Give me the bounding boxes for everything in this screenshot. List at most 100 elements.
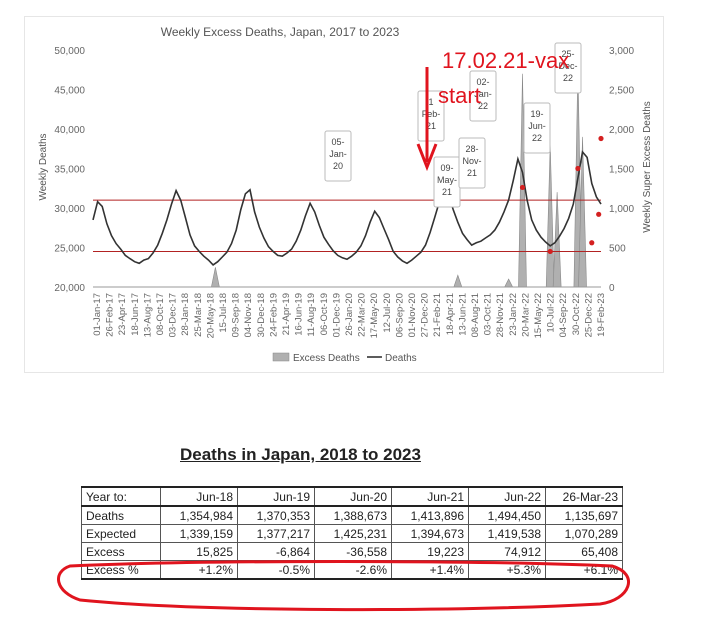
excess-deaths-series bbox=[211, 65, 587, 288]
highlight-dot bbox=[598, 135, 604, 142]
table-row: Deaths 1,354,984 1,370,353 1,388,673 1,4… bbox=[81, 505, 623, 525]
header-cell: 26-Mar-23 bbox=[545, 486, 623, 507]
chart-title: Weekly Excess Deaths, Japan, 2017 to 202… bbox=[161, 25, 400, 39]
y2-tick-label: 1,500 bbox=[609, 165, 634, 176]
table-cell: 65,408 bbox=[545, 542, 623, 561]
annotation-text: 28- bbox=[465, 144, 478, 154]
y-tick-label: 25,000 bbox=[54, 244, 85, 255]
table-cell: -36,558 bbox=[314, 542, 392, 561]
x-axis: 01-Jan-17 26-Feb-17 23-Apr-17 18-Jun-17 13-A… bbox=[92, 293, 607, 338]
x-tick-label: 10-Jul-22 bbox=[546, 293, 557, 333]
x-tick-label: 12-Jul-20 bbox=[382, 293, 393, 333]
x-tick-label: 11-Aug-19 bbox=[306, 293, 317, 337]
legend-swatch-excess bbox=[272, 352, 290, 362]
table-row: Excess 15,825 -6,864 -36,558 19,223 74,9… bbox=[81, 542, 623, 561]
deaths-series-line bbox=[92, 150, 602, 266]
table-cell: +6.1% bbox=[545, 560, 623, 580]
annotation-text: Feb- bbox=[422, 109, 441, 119]
annotation-callout: 1 Feb- 21 bbox=[417, 90, 445, 142]
x-tick-label: 26-Feb-17 bbox=[105, 293, 116, 337]
header-cell: Jun-20 bbox=[314, 486, 392, 507]
x-tick-label: 26-Jan-20 bbox=[344, 293, 355, 336]
y-tick-label: 35,000 bbox=[54, 165, 85, 176]
table-cell: +1.2% bbox=[160, 560, 238, 580]
table-cell: 1,394,673 bbox=[391, 524, 469, 543]
x-tick-label: 19-Feb-23 bbox=[596, 293, 607, 337]
annotation-text: Nov- bbox=[462, 156, 481, 166]
x-tick-label: 09-Sep-18 bbox=[231, 293, 242, 337]
table-cell: 19,223 bbox=[391, 542, 469, 561]
table-cell: +5.3% bbox=[468, 560, 546, 580]
x-tick-label: 17-May-20 bbox=[369, 293, 380, 338]
x-tick-label: 21-Feb-21 bbox=[432, 293, 443, 337]
y-tick-label: 45,000 bbox=[54, 86, 85, 97]
y2-tick-label: 3,000 bbox=[609, 46, 634, 57]
annotation-callout: 02- Jan- 22 bbox=[469, 70, 497, 122]
annotation-callout: 25- Dec- 22 bbox=[554, 42, 582, 94]
x-tick-label: 28-Nov-21 bbox=[495, 293, 506, 337]
table-cell: 1,135,697 bbox=[545, 505, 623, 525]
x-tick-label: 16-Jun-19 bbox=[294, 293, 305, 336]
annotation-text: Jan- bbox=[329, 149, 347, 159]
annotation-callout: 19- Jun- 22 bbox=[523, 102, 551, 154]
x-tick-label: 28-Jan-18 bbox=[180, 293, 191, 336]
legend-label-excess: Excess Deaths bbox=[293, 353, 360, 364]
overlay-vax-arrow bbox=[416, 67, 438, 172]
header-cell: Jun-21 bbox=[391, 486, 469, 507]
x-tick-label: 23-Apr-17 bbox=[117, 293, 128, 335]
table-cell: 15,825 bbox=[160, 542, 238, 561]
x-tick-label: 24-Feb-19 bbox=[268, 293, 279, 337]
annotation-text: May- bbox=[437, 175, 457, 185]
excess-spike bbox=[211, 267, 220, 288]
x-tick-label: 03-Dec-17 bbox=[168, 293, 179, 337]
header-cell: Jun-19 bbox=[237, 486, 315, 507]
annotation-callout: 05- Jan- 20 bbox=[324, 130, 352, 182]
y2-tick-label: 2,500 bbox=[609, 86, 634, 97]
legend: Excess Deaths Deaths bbox=[272, 352, 417, 364]
overlay-vax-text: 17.02.21-vax bbox=[442, 48, 569, 73]
annotation-text: 05- bbox=[331, 137, 344, 147]
annotation-text: 09- bbox=[440, 163, 453, 173]
y-axis: 20,000 25,000 30,000 35,000 40,000 45,000 50,0… bbox=[54, 46, 85, 294]
table-header-row: Year to: Jun-18 Jun-19 Jun-20 Jun-21 Jun… bbox=[81, 486, 623, 507]
table-cell: 1,377,217 bbox=[237, 524, 315, 543]
y2-axis: 0 500 1,000 1,500 2,000 2,500 3,000 bbox=[609, 46, 634, 294]
x-tick-label: 15-May-22 bbox=[533, 293, 544, 338]
chart-card: Weekly Excess Deaths, Japan, 2017 to 202… bbox=[24, 16, 664, 373]
deaths-table: Year to: Jun-18 Jun-19 Jun-20 Jun-21 Jun… bbox=[81, 486, 623, 580]
x-tick-label: 15-Jul-18 bbox=[218, 293, 229, 333]
x-tick-label: 20-May-18 bbox=[205, 293, 216, 338]
annotation-text: 22 bbox=[563, 73, 573, 83]
x-tick-label: 18-Jun-17 bbox=[130, 293, 141, 336]
annotations: 05- Jan- 20 1 Feb- 21 09- May- 21 02- Jan- 22 28- Nov… bbox=[324, 42, 604, 255]
x-tick-label: 20-Mar-22 bbox=[520, 293, 531, 337]
y2-tick-label: 1,000 bbox=[609, 204, 634, 215]
y-tick-label: 50,000 bbox=[54, 46, 85, 57]
legend-label-deaths: Deaths bbox=[385, 353, 417, 364]
highlight-dot bbox=[589, 240, 595, 246]
reference-lines bbox=[93, 199, 601, 252]
x-tick-label: 30-Dec-18 bbox=[256, 293, 267, 337]
table-cell: Deaths bbox=[81, 505, 161, 525]
y2-tick-label: 0 bbox=[609, 283, 615, 294]
x-tick-label: 13-Jun-21 bbox=[457, 293, 468, 336]
annotation-text: 25- bbox=[561, 49, 574, 59]
annotation-text: 19- bbox=[530, 109, 543, 119]
y2-tick-label: 2,000 bbox=[609, 125, 634, 136]
header-cell: Jun-18 bbox=[160, 486, 238, 507]
annotation-text: 21 bbox=[426, 121, 436, 131]
table-row: Expected 1,339,159 1,377,217 1,425,231 1… bbox=[81, 524, 623, 543]
x-tick-label: 03-Oct-21 bbox=[483, 293, 494, 335]
table-cell: 1,370,353 bbox=[237, 505, 315, 525]
y-tick-label: 40,000 bbox=[54, 125, 85, 136]
annotation-text: 22 bbox=[532, 133, 542, 143]
x-tick-label: 22-Mar-20 bbox=[357, 293, 368, 337]
header-cell: Jun-22 bbox=[468, 486, 546, 507]
table-cell: 1,354,984 bbox=[160, 505, 238, 525]
x-tick-label: 01-Dec-19 bbox=[331, 293, 342, 337]
x-tick-label: 06-Sep-20 bbox=[394, 293, 405, 337]
x-tick-label: 08-Oct-17 bbox=[155, 293, 166, 335]
excess-deaths-chart: Weekly Excess Deaths, Japan, 2017 to 202… bbox=[38, 25, 653, 364]
annotation-callout: 09- May- 21 bbox=[433, 156, 461, 208]
table-cell: -6,864 bbox=[237, 542, 315, 561]
